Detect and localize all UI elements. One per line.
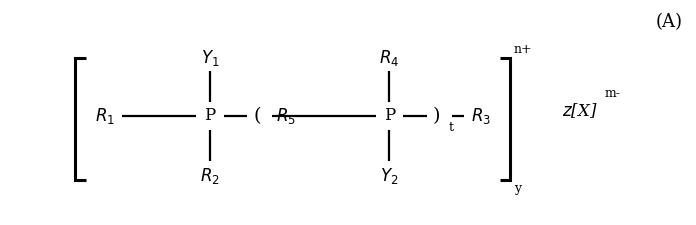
Text: n+: n+ (514, 43, 532, 56)
Text: $R_4$: $R_4$ (379, 48, 400, 68)
Text: $R_5$: $R_5$ (276, 106, 296, 126)
Text: (A): (A) (656, 13, 683, 31)
Text: $R_3$: $R_3$ (470, 106, 491, 126)
Text: $Y_2$: $Y_2$ (380, 166, 399, 186)
Text: $R_2$: $R_2$ (200, 166, 220, 186)
Text: y: y (514, 182, 521, 195)
Text: (: ( (253, 107, 261, 125)
Text: P: P (383, 107, 395, 124)
Text: $z$[X]: $z$[X] (562, 101, 598, 120)
Text: m-: m- (605, 88, 621, 101)
Text: ): ) (433, 107, 440, 125)
Text: P: P (205, 107, 216, 124)
Text: $Y_1$: $Y_1$ (200, 48, 219, 68)
Text: $R_1$: $R_1$ (95, 106, 115, 126)
Text: t: t (449, 121, 454, 134)
